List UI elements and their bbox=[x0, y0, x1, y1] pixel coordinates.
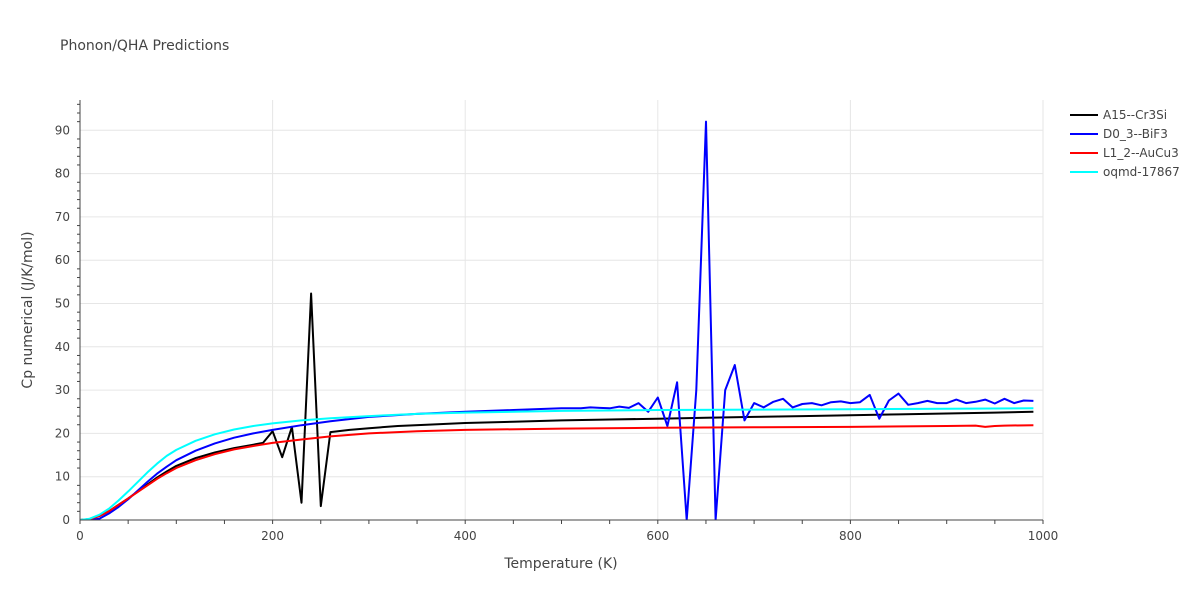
legend: A15--Cr3Si D0_3--BiF3 L1_2--AuCu3 oqmd-1786… bbox=[1070, 108, 1180, 179]
axes bbox=[77, 100, 1044, 524]
legend-item-label: D0_3--BiF3 bbox=[1103, 127, 1168, 141]
series-line-d0-3-bif3 bbox=[80, 120, 1034, 520]
y-tick-label: 30 bbox=[55, 383, 70, 397]
y-tick-label: 60 bbox=[55, 253, 70, 267]
legend-item-label: L1_2--AuCu3 bbox=[1103, 146, 1179, 160]
legend-item-label: A15--Cr3Si bbox=[1103, 108, 1167, 122]
y-tick-label: 0 bbox=[62, 513, 70, 527]
legend-item-label: oqmd-17867 bbox=[1103, 165, 1180, 179]
y-tick-label: 50 bbox=[55, 297, 70, 311]
y-tick-label: 40 bbox=[55, 340, 70, 354]
y-axis-title: Cp numerical (J/K/mol) bbox=[20, 231, 36, 388]
chart-title: Phonon/QHA Predictions bbox=[60, 38, 229, 54]
x-tick-label: 400 bbox=[454, 529, 477, 543]
x-tick-label: 800 bbox=[839, 529, 862, 543]
plot-area bbox=[80, 120, 1034, 520]
y-tick-label: 20 bbox=[55, 426, 70, 440]
grid bbox=[80, 100, 1044, 520]
series-line-oqmd-17867 bbox=[80, 407, 1034, 520]
y-tick-label: 10 bbox=[55, 470, 70, 484]
y-tick-label: 80 bbox=[55, 167, 70, 181]
x-tick-label: 1000 bbox=[1028, 529, 1059, 543]
y-tick-label: 90 bbox=[55, 123, 70, 137]
series-line-l1-2-aucu3 bbox=[80, 424, 1034, 520]
x-tick-label: 200 bbox=[261, 529, 284, 543]
series-line-a15-cr3si bbox=[80, 292, 1034, 520]
x-tick-label: 0 bbox=[76, 529, 84, 543]
x-tick-label: 600 bbox=[646, 529, 669, 543]
x-axis-title: Temperature (K) bbox=[503, 556, 617, 572]
y-tick-label: 70 bbox=[55, 210, 70, 224]
tick-labels: 0 10 20 30 40 50 60 70 80 90 0 200 400 600 800 1000 bbox=[55, 123, 1059, 543]
